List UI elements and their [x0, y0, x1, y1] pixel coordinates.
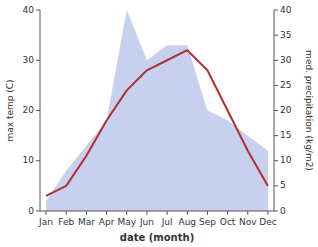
- y2-tick: [274, 185, 278, 186]
- y2-tick-label: 40: [280, 5, 292, 15]
- y-axis-label: max temp (C): [5, 79, 15, 141]
- x-tick-label: Jul: [161, 217, 173, 227]
- y2-tick: [274, 10, 278, 11]
- y2-tick-label: 0: [280, 206, 286, 216]
- x-tick-label: May: [117, 217, 136, 227]
- y2-tick: [274, 85, 278, 86]
- y-tick: [36, 160, 40, 161]
- y2-tick-label: 20: [280, 105, 292, 115]
- x-axis-label: date (month): [120, 232, 194, 243]
- y-tick: [36, 10, 40, 11]
- x-tick-label: Oct: [220, 217, 236, 227]
- y-tick-label: 30: [23, 55, 35, 65]
- y2-tick: [274, 35, 278, 36]
- x-tick-label: Jan: [38, 217, 53, 227]
- y-tick-label: 0: [28, 206, 34, 216]
- y-tick: [36, 110, 40, 111]
- x-tick: [207, 211, 208, 215]
- temp-line: [46, 50, 268, 196]
- y2-tick: [274, 211, 278, 212]
- x-tick: [146, 211, 147, 215]
- x-tick-label: Mar: [78, 217, 95, 227]
- plot-area: [46, 10, 268, 211]
- x-tick-label: Jun: [139, 217, 154, 227]
- chart: 0 10 20 30 40 0 5 10 15 20 25 30 35 40 Jan Feb Mar AprMay…: [0, 0, 318, 247]
- x-tick: [247, 211, 248, 215]
- x-tick-label: Dec: [259, 217, 276, 227]
- x-tick-label: Apr: [99, 217, 115, 227]
- y2-tick: [274, 135, 278, 136]
- x-axis-line: [40, 211, 274, 212]
- x-tick: [86, 211, 87, 215]
- x-tick: [167, 211, 168, 215]
- x-tick-label: Sep: [199, 217, 216, 227]
- x-tick-label: Nov: [239, 217, 257, 227]
- y2-tick-label: 25: [280, 80, 291, 90]
- precip-area: [46, 10, 268, 211]
- y2-tick: [274, 110, 278, 111]
- y-tick: [36, 211, 40, 212]
- x-tick: [126, 211, 127, 215]
- y-tick: [36, 60, 40, 61]
- x-tick: [227, 211, 228, 215]
- x-tick: [46, 211, 47, 215]
- x-tick: [187, 211, 188, 215]
- y2-tick-label: 30: [280, 55, 292, 65]
- x-tick: [106, 211, 107, 215]
- y2-tick-label: 10: [280, 155, 292, 165]
- x-tick-label: Feb: [58, 217, 74, 227]
- y-tick-label: 40: [23, 5, 35, 15]
- y2-tick: [274, 160, 278, 161]
- y-tick-label: 20: [23, 105, 35, 115]
- x-tick: [66, 211, 67, 215]
- x-tick: [267, 211, 268, 215]
- y2-tick-label: 35: [280, 30, 291, 40]
- x-tick-label: Aug: [178, 217, 196, 227]
- y2-tick-label: 15: [280, 130, 291, 140]
- y2-tick-label: 5: [280, 180, 286, 190]
- y2-tick: [274, 60, 278, 61]
- y2-axis-label: med. precipitation (kg/m2): [304, 50, 314, 171]
- y-tick-label: 10: [23, 155, 35, 165]
